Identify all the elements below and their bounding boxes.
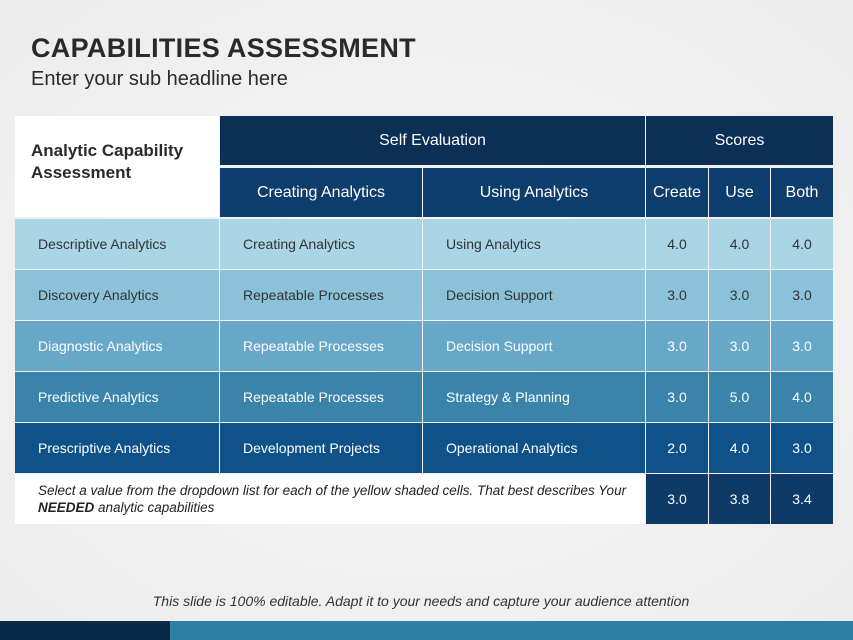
- table-cell-name: Discovery Analytics: [15, 270, 219, 320]
- table-cell-create: 3.0: [646, 270, 708, 320]
- table-cell-creating: Repeatable Processes: [220, 270, 422, 320]
- footer-note: This slide is 100% editable. Adapt it to…: [152, 593, 690, 609]
- table-cell-both: 3.0: [771, 321, 833, 371]
- table-cell-using: Decision Support: [423, 270, 645, 320]
- note-bold: NEEDED: [38, 500, 95, 515]
- table-cell-create: 4.0: [646, 219, 708, 269]
- page-title: CAPABILITIES ASSESSMENT: [31, 33, 416, 63]
- total-use: 3.8: [709, 474, 770, 524]
- bottom-bar-dark: [0, 621, 170, 640]
- table-cell-name: Diagnostic Analytics: [15, 321, 219, 371]
- column-header: Create: [646, 168, 708, 217]
- table-cell-creating: Repeatable Processes: [220, 372, 422, 422]
- table-cell-using: Using Analytics: [423, 219, 645, 269]
- table-cell-name: Descriptive Analytics: [15, 219, 219, 269]
- column-header: Both: [771, 168, 833, 217]
- table-cell-using: Operational Analytics: [423, 423, 645, 473]
- table-cell-both: 4.0: [771, 219, 833, 269]
- column-header: Using Analytics: [423, 168, 645, 217]
- total-both: 3.4: [771, 474, 833, 524]
- instruction-note: Select a value from the dropdown list fo…: [15, 474, 645, 524]
- table-cell-name: Predictive Analytics: [15, 372, 219, 422]
- table-cell-create: 3.0: [646, 321, 708, 371]
- corner-header: Analytic Capability Assessment: [15, 116, 219, 217]
- group-header-scores: Scores: [646, 116, 833, 165]
- note-text-end: analytic capabilities: [94, 500, 215, 515]
- table-cell-creating: Repeatable Processes: [220, 321, 422, 371]
- table-cell-create: 3.0: [646, 372, 708, 422]
- table-cell-creating: Creating Analytics: [220, 219, 422, 269]
- table-cell-create: 2.0: [646, 423, 708, 473]
- table-cell-both: 4.0: [771, 372, 833, 422]
- note-text: Select a value from the dropdown list fo…: [38, 483, 627, 498]
- table-cell-name: Prescriptive Analytics: [15, 423, 219, 473]
- group-header-self-evaluation: Self Evaluation: [220, 116, 645, 165]
- page-subtitle: Enter your sub headline here: [31, 68, 288, 90]
- total-create: 3.0: [646, 474, 708, 524]
- column-header: Creating Analytics: [220, 168, 422, 217]
- table-cell-using: Decision Support: [423, 321, 645, 371]
- table-cell-use: 4.0: [709, 423, 770, 473]
- table-cell-both: 3.0: [771, 423, 833, 473]
- column-header: Use: [709, 168, 770, 217]
- table-cell-using: Strategy & Planning: [423, 372, 645, 422]
- table-cell-use: 5.0: [709, 372, 770, 422]
- table-cell-use: 3.0: [709, 321, 770, 371]
- table-cell-use: 4.0: [709, 219, 770, 269]
- table-cell-use: 3.0: [709, 270, 770, 320]
- bottom-bar: [170, 621, 853, 640]
- table-cell-creating: Development Projects: [220, 423, 422, 473]
- table-cell-both: 3.0: [771, 270, 833, 320]
